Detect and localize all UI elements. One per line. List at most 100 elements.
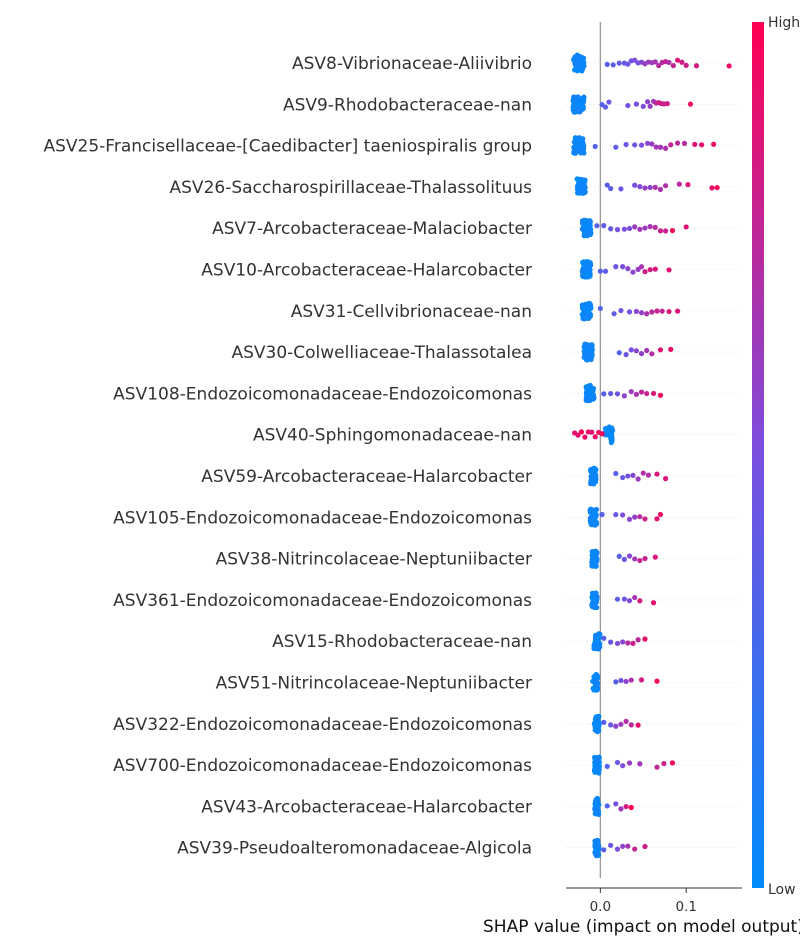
shap-point (574, 183, 581, 189)
shap-point (652, 266, 658, 272)
shap-point (595, 757, 602, 763)
shap-point (676, 181, 682, 187)
shap-point (625, 61, 631, 67)
feature-label: ASV31-Cellvibrionaceae-nan (291, 302, 532, 322)
shap-point (683, 62, 689, 68)
shap-point (616, 60, 622, 66)
feature-row: ASV59-Arcobacteraceae-Halarcobacter (201, 465, 669, 487)
shap-point (590, 603, 596, 609)
shap-point (588, 356, 594, 363)
feature-label: ASV38-Nitrincolaceae-Neptuniibacter (216, 550, 532, 570)
shap-point (606, 99, 612, 105)
feature-label: ASV7-Arcobacteraceae-Malaciobacter (212, 219, 532, 239)
shap-point (585, 390, 592, 396)
shap-point (573, 61, 579, 67)
feature-row: ASV51-Nitrincolaceae-Neptuniibacter (216, 671, 660, 694)
shap-point (614, 227, 621, 233)
shap-point (633, 101, 640, 107)
shap-point (714, 184, 720, 191)
shap-point (620, 474, 626, 481)
shap-point (596, 844, 602, 851)
shap-point (594, 555, 600, 562)
shap-point (642, 225, 648, 231)
shap-point (626, 553, 633, 559)
shap-point (578, 63, 584, 69)
shap-point (644, 390, 650, 397)
shap-point (632, 182, 638, 188)
shap-point (608, 722, 614, 728)
shap-point (633, 391, 640, 397)
shap-point (640, 103, 646, 109)
shap-point (616, 350, 622, 356)
shap-point (604, 182, 610, 188)
shap-point (650, 600, 657, 606)
shap-point (638, 351, 645, 357)
feature-row: ASV40-Sphingomonadaceae-nan (253, 424, 616, 446)
feature-label: ASV9-Rhodobacteraceae-nan (283, 95, 532, 115)
shap-point (632, 142, 638, 148)
shap-point (647, 224, 653, 230)
shap-point (613, 723, 619, 729)
x-axis: 0.0 0.1 (566, 887, 742, 915)
feature-label: ASV30-Colwelliaceae-Thalassotalea (231, 343, 532, 363)
shap-point (621, 226, 627, 232)
feature-label: ASV15-Rhodobacteraceae-nan (272, 632, 532, 652)
shap-point (601, 391, 607, 397)
shap-point (601, 223, 607, 229)
feature-label: ASV40-Sphingomonadaceae-nan (253, 426, 532, 446)
shap-point (620, 639, 626, 645)
feature-label: ASV39-Pseudoalteromonadaceae-Algicola (177, 839, 532, 859)
shap-point (591, 511, 597, 517)
shap-point (595, 728, 601, 734)
shap-point (632, 57, 638, 63)
shap-point (613, 679, 619, 685)
shap-point (640, 470, 646, 476)
shap-point (709, 185, 715, 191)
shap-point (650, 390, 657, 397)
shap-point (666, 308, 672, 315)
shap-point (656, 62, 662, 69)
shap-point (592, 810, 598, 817)
shap-point (592, 143, 598, 150)
shap-point (642, 269, 648, 275)
shap-point (649, 351, 655, 357)
shap-point (574, 53, 580, 60)
shap-point (599, 511, 605, 518)
shap-point (618, 307, 624, 314)
shap-point (613, 264, 619, 270)
x-tick-label: 0.1 (675, 899, 696, 915)
shap-point (608, 439, 614, 446)
shap-point (628, 677, 634, 683)
feature-row: ASV30-Colwelliaceae-Thalassotalea (231, 341, 674, 363)
shap-point (632, 224, 638, 230)
shap-point (630, 269, 636, 275)
shap-point (632, 846, 638, 852)
feature-row: ASV39-Pseudoalteromonadaceae-Algicola (177, 837, 648, 859)
shap-point (632, 594, 638, 601)
shap-point (675, 140, 681, 146)
shap-point (591, 471, 598, 477)
shap-point (582, 188, 588, 195)
shap-point (587, 301, 593, 307)
shap-point (654, 678, 660, 684)
shap-point (657, 347, 664, 353)
feature-label: ASV51-Nitrincolaceae-Neptuniibacter (216, 674, 532, 694)
shap-point (692, 141, 698, 147)
shap-point (602, 268, 609, 274)
shap-point (596, 762, 602, 769)
shap-point (611, 311, 617, 317)
shap-point (582, 434, 588, 440)
shap-point (583, 304, 589, 310)
shap-point (591, 395, 597, 401)
shap-point (592, 434, 598, 440)
shap-point (683, 224, 689, 230)
shap-point (711, 141, 717, 147)
shap-point (608, 639, 614, 645)
shap-point (644, 347, 650, 354)
shap-point (626, 516, 633, 522)
shap-point (591, 686, 597, 692)
shap-point (585, 313, 592, 319)
feature-rows: ASV8-Vibrionaceae-Aliivibrio ASV9-Rhodoba… (43, 22, 742, 878)
shap-point (625, 640, 631, 646)
